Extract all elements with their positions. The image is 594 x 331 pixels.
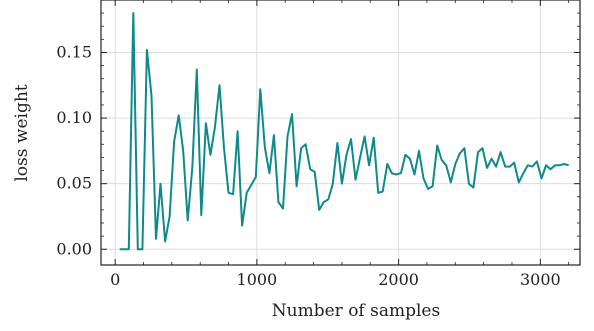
tick-labels: 0 1000 2000 3000 0.00 0.05 0.10 0.15 — [56, 42, 560, 289]
y-tick-label: 0.15 — [56, 42, 92, 61]
x-tick-label: 0 — [110, 270, 120, 289]
x-tick-label: 1000 — [237, 270, 278, 289]
grid-lines — [101, 0, 580, 265]
series-layer — [119, 12, 569, 251]
y-axis-label: loss weight — [12, 84, 32, 181]
x-axis-label: Number of samples — [272, 301, 440, 321]
plot-frame — [100, 0, 581, 266]
x-tick-label: 2000 — [378, 270, 419, 289]
x-tick-label: 3000 — [520, 270, 561, 289]
series-line — [119, 12, 569, 251]
y-tick-label: 0.05 — [56, 174, 92, 193]
y-tick-label: 0.10 — [56, 108, 92, 127]
y-tick-label: 0.00 — [56, 239, 92, 258]
axis-ticks — [101, 0, 580, 265]
